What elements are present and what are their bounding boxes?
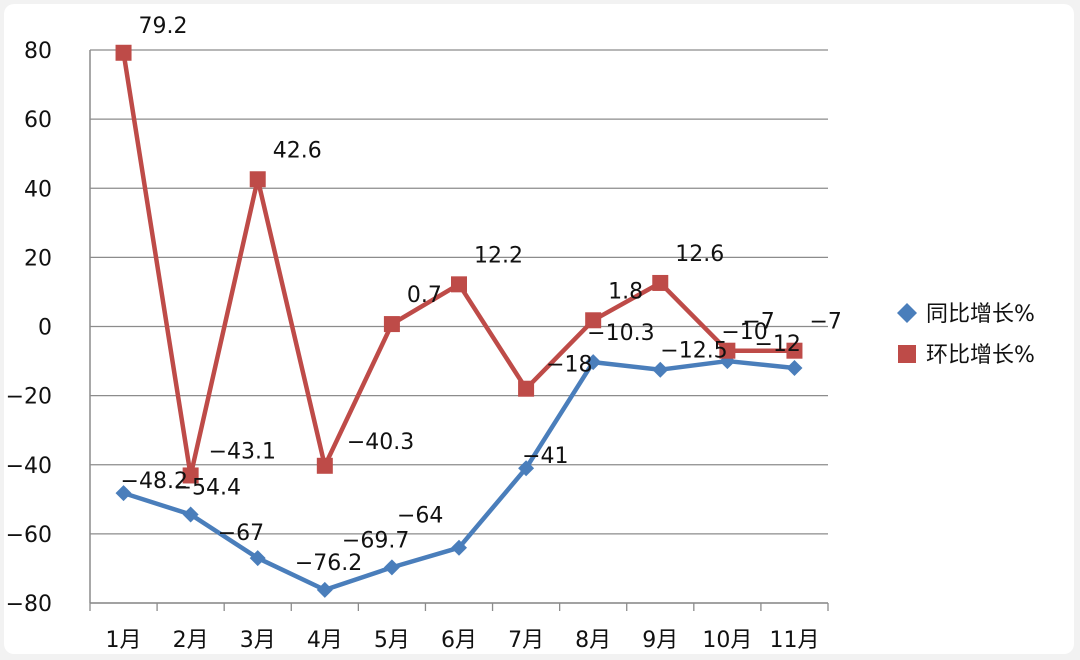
data-label: −12.5 (660, 339, 727, 364)
point-marker-diamond (316, 581, 333, 598)
data-label: −48.2 (121, 469, 188, 494)
y-tick-label: 20 (24, 246, 52, 271)
x-tick-label: 11月 (769, 628, 819, 653)
y-tick-label: −40 (6, 454, 52, 479)
y-tick-label: −20 (6, 385, 52, 410)
x-tick-label: 8月 (575, 628, 611, 653)
legend-label: 同比增长% (926, 302, 1035, 327)
point-marker-diamond (585, 354, 602, 371)
x-tick-label: 4月 (307, 628, 343, 653)
y-tick-label: 0 (38, 316, 52, 341)
x-tick-label: 2月 (173, 628, 209, 653)
point-marker-square (249, 171, 266, 188)
data-label: 42.6 (273, 138, 322, 163)
legend: 同比增长% 环比增长% (897, 302, 1035, 368)
data-label: 1.8 (608, 279, 643, 304)
data-label: 0.7 (407, 283, 442, 308)
data-label: −43.1 (209, 439, 276, 464)
y-tick-label: 40 (24, 177, 52, 202)
point-marker-square (719, 342, 736, 359)
x-tick-label: 9月 (642, 628, 678, 653)
data-label: −69.7 (342, 528, 409, 553)
data-label: 12.2 (474, 243, 523, 268)
data-label: −7 (809, 310, 841, 335)
data-label: −12 (754, 332, 800, 357)
point-marker-square (383, 316, 400, 333)
x-tick-labels: 1月 2月 3月 4月 5月 6月 7月 8月 9月 10月 11月 (106, 628, 820, 653)
data-label: −64 (397, 504, 443, 529)
y-tick-label: 80 (24, 39, 52, 64)
point-marker-diamond (518, 460, 535, 477)
point-marker-diamond (451, 539, 467, 556)
data-label: −7 (742, 310, 774, 335)
point-marker-square (182, 467, 199, 484)
point-marker-square (316, 457, 333, 474)
legend-label: 环比增长% (926, 343, 1035, 368)
point-marker-diamond (652, 361, 669, 378)
x-tick-label: 7月 (508, 628, 544, 653)
point-marker-square (585, 312, 602, 329)
x-tick-label: 5月 (374, 628, 410, 653)
x-tick-label: 6月 (441, 628, 477, 653)
chart-frame (4, 4, 1074, 654)
data-label: −76.2 (295, 551, 362, 576)
legend-marker-diamond (897, 303, 917, 323)
y-tick-label: −60 (6, 523, 52, 548)
point-marker-diamond (115, 485, 132, 502)
point-marker-square (652, 274, 669, 291)
point-marker-square (451, 276, 467, 293)
data-label: −54.4 (174, 476, 241, 501)
x-tick-label: 10月 (702, 628, 752, 653)
legend-marker-square (898, 345, 916, 363)
data-label: −10 (721, 320, 767, 345)
point-marker-diamond (182, 506, 199, 523)
point-marker-diamond (786, 359, 803, 376)
data-label: −41 (522, 444, 568, 469)
data-label: 79.2 (139, 14, 188, 39)
data-labels: −48.2−54.4−67−76.2−69.7−64−41−10.3−12.5−… (121, 14, 842, 576)
y-tick-labels: 80 60 40 20 0 −20 −40 −60 −80 (6, 39, 52, 617)
data-label: −10.3 (587, 321, 654, 346)
x-tick-label: 1月 (106, 628, 142, 653)
data-label: −67 (218, 521, 264, 546)
data-label: 12.6 (675, 242, 724, 267)
data-label: −40.3 (347, 430, 414, 455)
data-label: −18 (546, 353, 592, 378)
point-marker-square (786, 342, 803, 359)
x-tick-label: 3月 (240, 628, 276, 653)
y-tick-label: 60 (24, 108, 52, 133)
point-marker-diamond (249, 550, 266, 567)
point-marker-diamond (383, 559, 400, 576)
axes (89, 50, 829, 611)
y-tick-label: −80 (6, 592, 52, 617)
series (115, 44, 803, 598)
point-marker-square (518, 380, 535, 397)
point-marker-square (115, 44, 132, 61)
